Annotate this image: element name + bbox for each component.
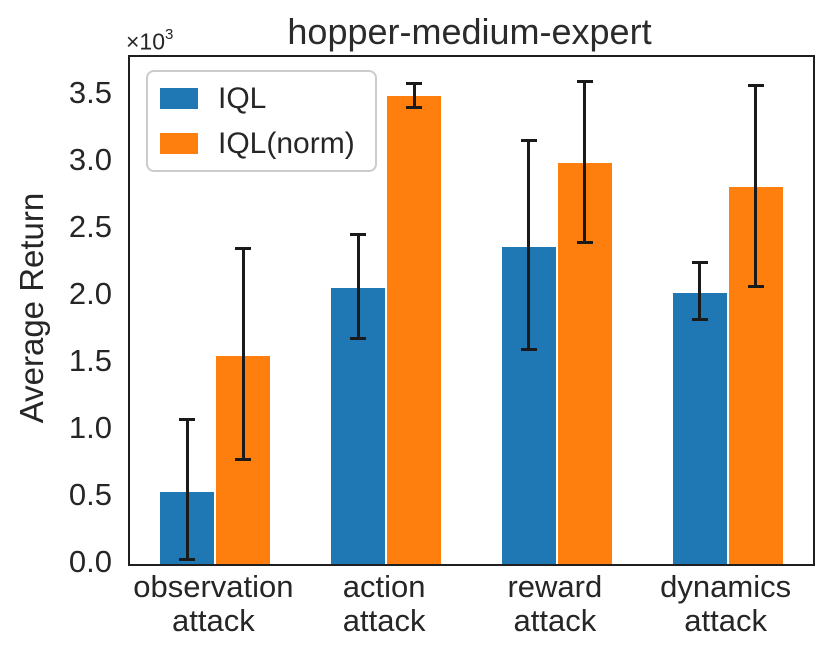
error-cap-top-IQL(norm)-group1 [406,82,423,86]
error-cap-top-IQL(norm)-group0 [235,247,252,251]
error-cap-bottom-IQL-group1 [350,337,367,341]
y-axis-offset-exponent: 3 [165,26,174,43]
bar-IQL(norm)-group1 [387,95,442,564]
error-cap-bottom-IQL-group2 [520,347,537,351]
y-tick-label-1.0: 1.0 [68,409,112,445]
legend-label-IQL: IQL [218,82,267,115]
error-cap-top-IQL(norm)-group3 [747,83,764,87]
error-bar-IQL(norm)-group0 [241,248,245,460]
legend-swatch-IQL(norm) [160,133,198,154]
y-tick-label-3.5: 3.5 [68,74,112,110]
bar-IQL-group3 [672,293,727,564]
y-axis-offset-base: ×10 [126,28,166,55]
error-cap-top-IQL-group2 [520,138,537,142]
legend-swatch-IQL [160,88,198,109]
x-tick-label-group2: reward attack [507,569,603,638]
error-cap-bottom-IQL(norm)-group1 [406,106,423,110]
error-cap-bottom-IQL-group3 [691,318,708,322]
legend-label-IQL(norm): IQL(norm) [218,127,355,160]
error-bar-IQL-group0 [185,419,189,560]
y-tick-label-3.0: 3.0 [68,141,112,177]
y-tick-label-2.0: 2.0 [68,275,112,311]
error-bar-IQL(norm)-group1 [412,83,416,108]
x-tick-label-group1: action attack [342,569,426,638]
error-bar-IQL-group3 [698,262,702,320]
error-bar-IQL(norm)-group2 [583,81,587,243]
error-bar-IQL-group1 [356,234,360,339]
x-tick-label-group0: observation attack [133,569,294,638]
legend-entry-IQL(norm): IQL(norm) [160,127,355,160]
legend-entry-IQL: IQL [160,82,355,115]
y-tick-label-2.5: 2.5 [68,208,112,244]
x-tick-label-group3: dynamics attack [660,569,792,638]
error-bar-IQL-group2 [527,140,531,350]
error-cap-bottom-IQL-group0 [179,558,196,562]
plot-area: IQL IQL(norm) [128,55,815,566]
y-tick-label-0.0: 0.0 [68,544,112,579]
error-cap-top-IQL(norm)-group2 [576,79,593,83]
y-tick-label-1.5: 1.5 [68,342,112,378]
y-tick-label-0.5: 0.5 [68,476,112,512]
chart-title: hopper-medium-expert [287,11,652,52]
y-axis-offset: ×103 [126,24,173,55]
error-cap-top-IQL-group1 [350,232,367,236]
error-cap-top-IQL-group3 [691,260,708,264]
error-cap-top-IQL-group0 [179,417,196,421]
legend: IQL IQL(norm) [146,70,377,172]
error-cap-bottom-IQL(norm)-group0 [235,457,252,461]
error-cap-bottom-IQL(norm)-group2 [576,240,593,244]
error-bar-IQL(norm)-group3 [754,85,758,287]
error-cap-bottom-IQL(norm)-group3 [747,284,764,288]
